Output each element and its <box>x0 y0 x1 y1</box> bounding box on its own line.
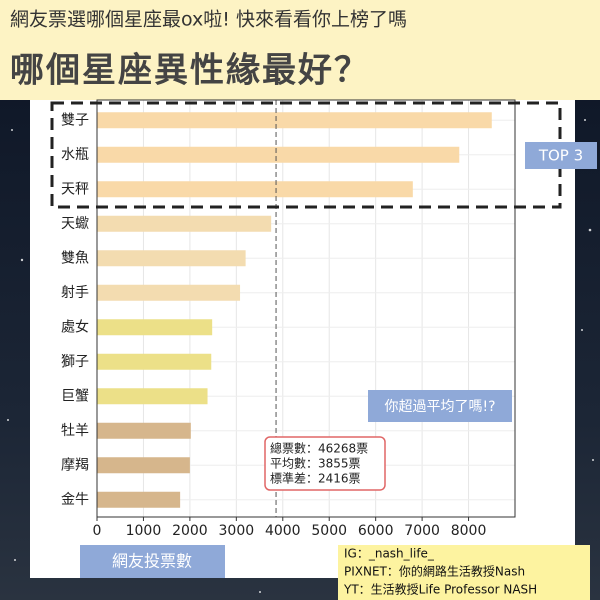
y-tick-label: 牡羊 <box>61 423 89 439</box>
stat: 平均數：3855票 <box>270 457 361 471</box>
y-tick-label: 雙魚 <box>61 250 89 266</box>
y-tick-label: 摩羯 <box>61 456 89 473</box>
y-tick-label: 水瓶 <box>61 147 89 163</box>
credit: IG：_nash_life_ <box>344 547 435 561</box>
xlabel-box <box>80 545 225 578</box>
stat: 總票數：46268票 <box>270 441 368 456</box>
x-tick-label: 5000 <box>311 523 347 539</box>
stat: 標準差：2416票 <box>270 471 361 486</box>
header-band <box>0 0 600 100</box>
y-tick-label: 金牛 <box>61 492 89 508</box>
bar <box>97 491 181 508</box>
y-tick-label: 獅子 <box>61 354 89 370</box>
credits-box <box>338 545 590 600</box>
callout-box <box>368 390 512 422</box>
y-tick-label: 天秤 <box>61 181 89 197</box>
bar <box>97 181 413 198</box>
credit: YT：生活教授Life Professor NASH <box>343 582 537 597</box>
bar <box>97 388 208 405</box>
y-tick-label: 天蠍 <box>61 216 89 232</box>
x-tick-label: 8000 <box>451 523 487 539</box>
x-tick-label: 0 <box>93 523 102 539</box>
bar <box>97 284 241 301</box>
bar <box>97 146 460 163</box>
x-axis-label: 網友投票數 <box>112 552 192 571</box>
bar <box>97 112 492 129</box>
x-tick-label: 1000 <box>126 523 162 539</box>
bar <box>97 319 213 336</box>
x-tick-label: 4000 <box>265 523 301 539</box>
bar <box>97 457 190 474</box>
x-tick-label: 2000 <box>172 523 208 539</box>
bar <box>97 422 191 439</box>
top-badge <box>525 142 597 169</box>
chart-title: 哪個星座異性緣最好？ <box>10 51 370 91</box>
x-tick-label: 3000 <box>219 523 255 539</box>
callout: 你超過平均了嗎!? <box>384 399 495 415</box>
plot-frame <box>96 99 516 518</box>
y-tick-label: 巨蟹 <box>61 388 89 404</box>
bar <box>97 353 212 370</box>
y-tick-label: 處女 <box>61 318 89 335</box>
bar <box>97 250 246 267</box>
y-tick-label: 射手 <box>61 285 89 301</box>
bar <box>97 215 272 232</box>
credit: PIXNET：你的網路生活教授Nash <box>344 564 525 579</box>
stats-box <box>264 436 386 491</box>
headline: 網友票選哪個星座最ox啦! 快來看看你上榜了嗎 <box>10 9 407 31</box>
x-tick-label: 7000 <box>404 523 440 539</box>
stars <box>7 119 594 593</box>
y-tick-label: 雙子 <box>61 112 89 128</box>
x-tick-label: 6000 <box>358 523 394 539</box>
top-label: TOP 3 <box>538 147 583 165</box>
